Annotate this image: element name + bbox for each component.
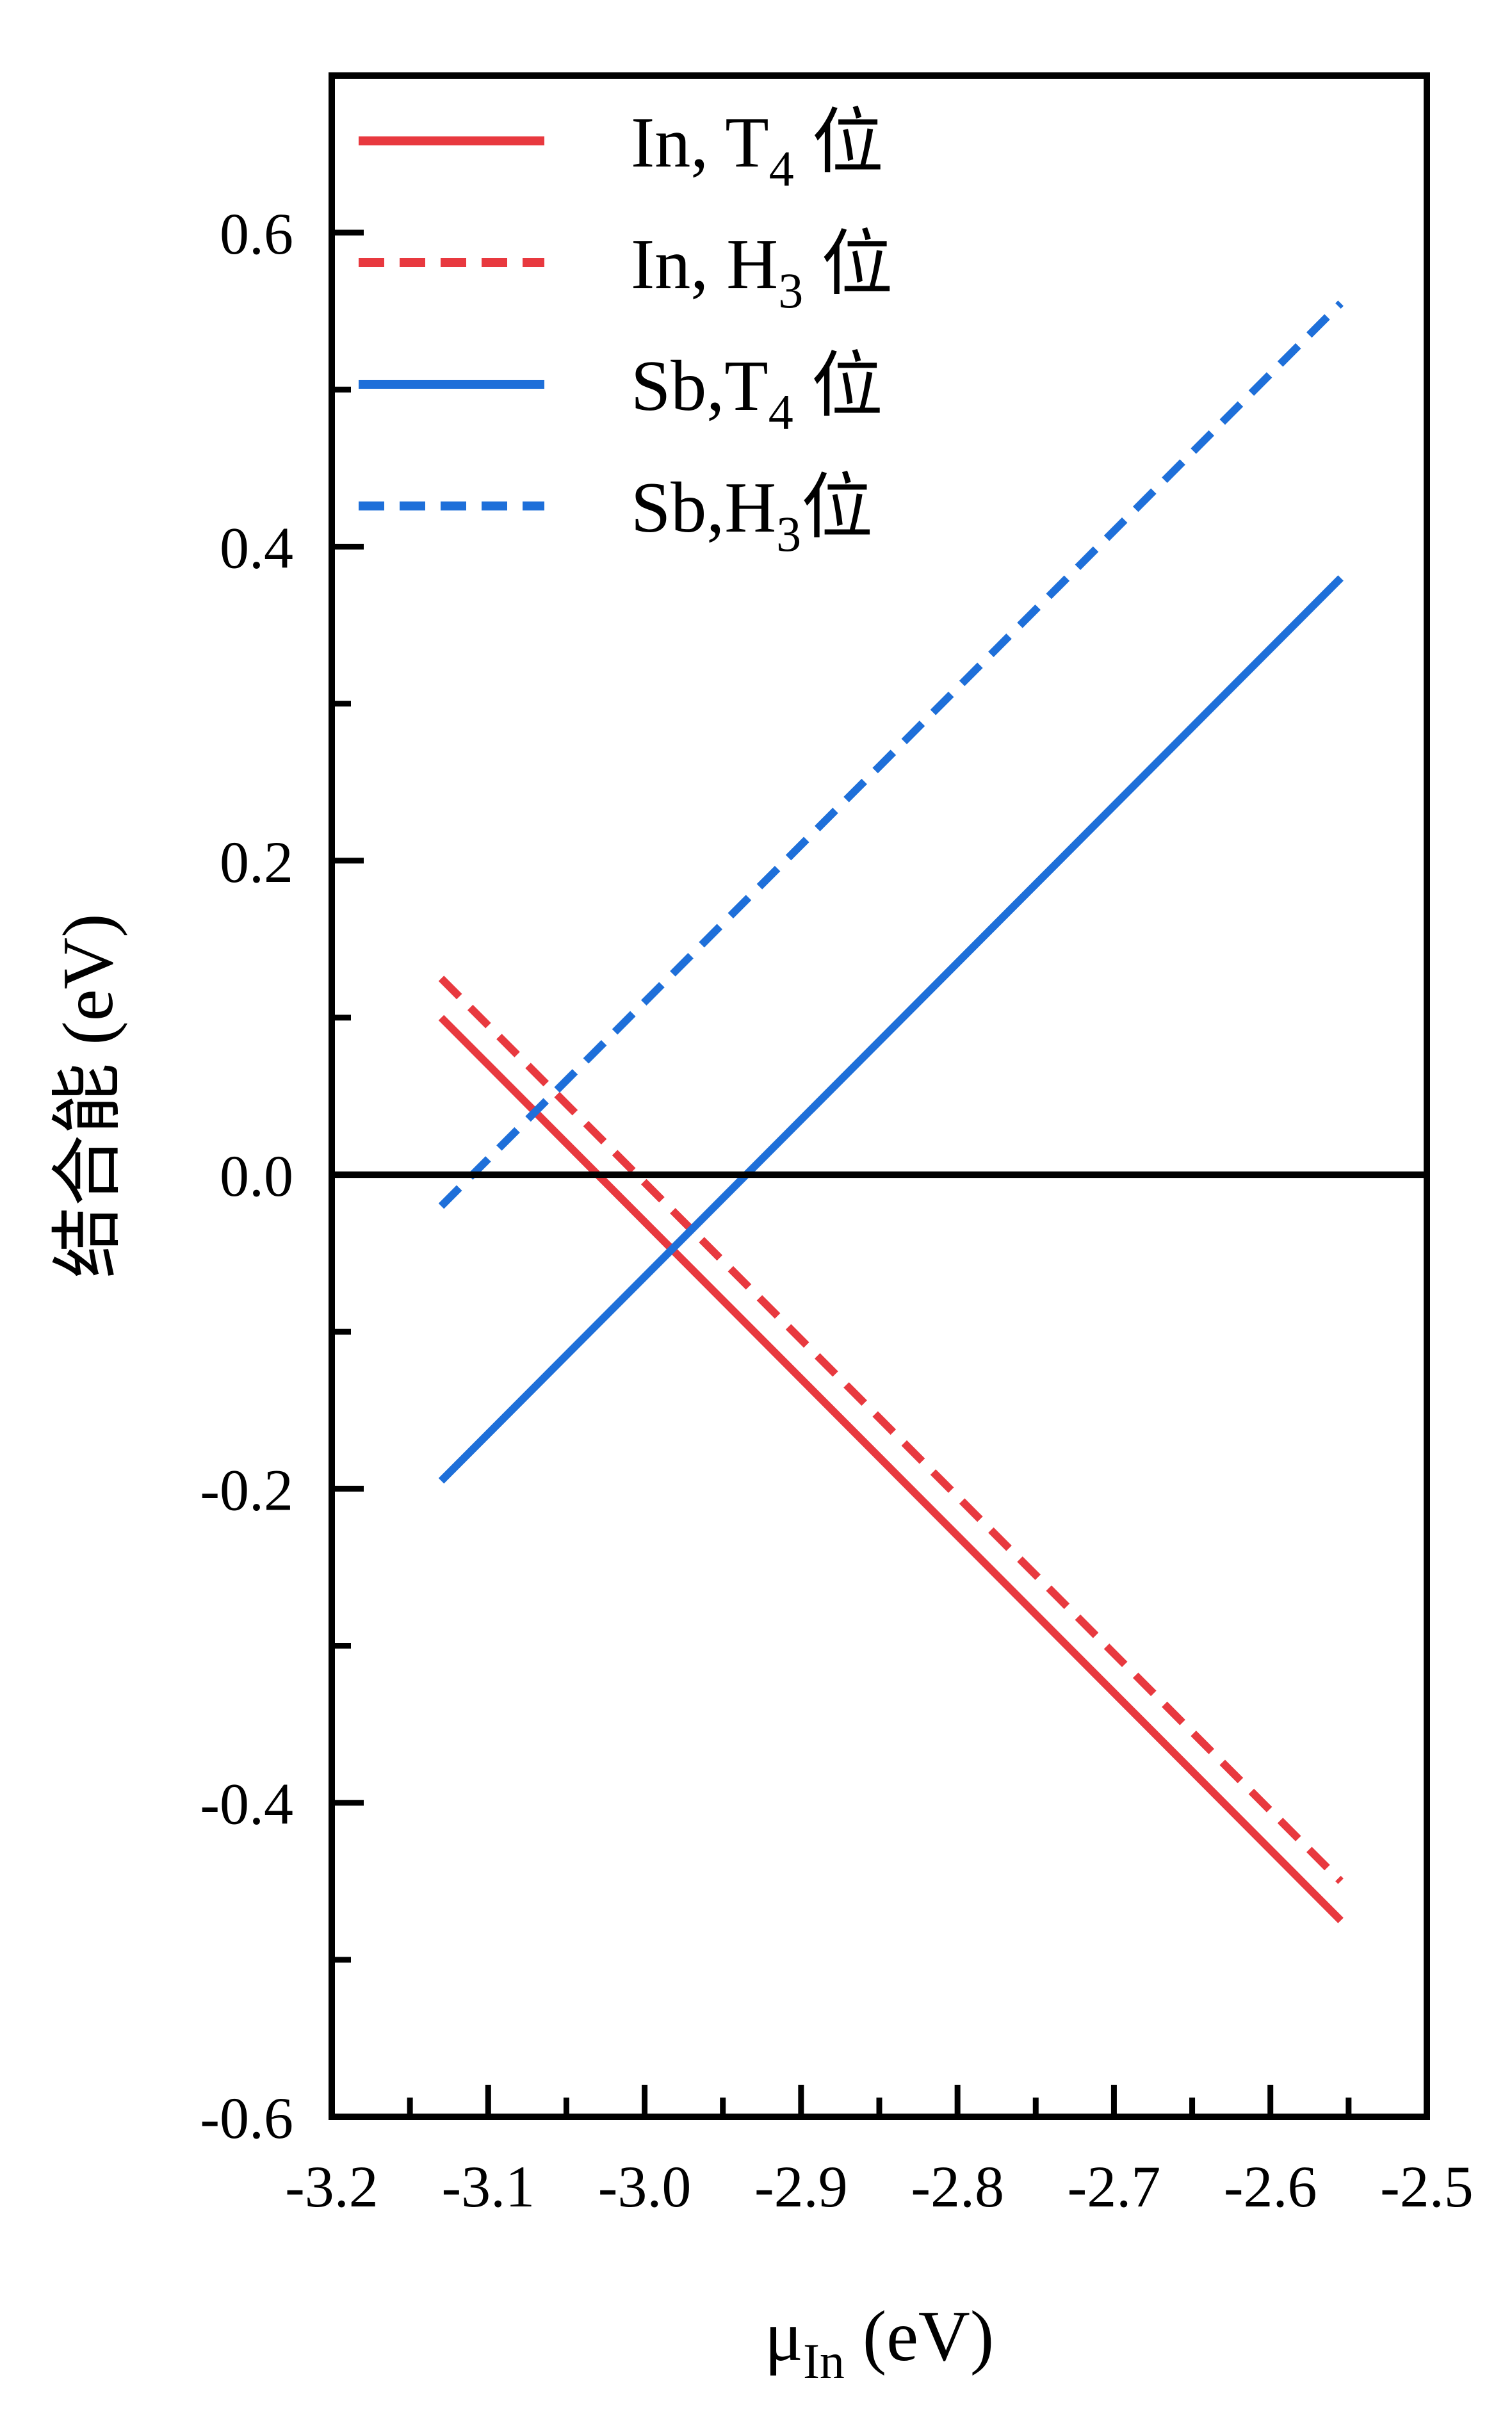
- plot-frame: [329, 72, 1430, 2120]
- x-tick-label: -3.2: [285, 2154, 378, 2219]
- x-axis-title: μIn (eV): [765, 2297, 994, 2389]
- x-axis-symbol: μ: [765, 2297, 803, 2376]
- series-line-4: [438, 300, 1344, 1209]
- x-tick-label: -2.6: [1224, 2154, 1317, 2219]
- x-tick-label: -2.9: [754, 2154, 848, 2219]
- legend-label-3: Sb,T4 位: [631, 346, 883, 440]
- x-axis-subscript: In: [803, 2333, 845, 2389]
- x-tick-label: -3.0: [598, 2154, 692, 2219]
- legend-label-2: In, H3 位: [631, 225, 893, 318]
- y-tick-label: 0.6: [220, 201, 293, 266]
- y-tick-label: -0.2: [200, 1457, 293, 1522]
- y-tick-label: 0.4: [220, 515, 293, 580]
- x-tick-label: -3.1: [441, 2154, 535, 2219]
- series-layer: [438, 300, 1344, 1923]
- y-tick-label: -0.6: [200, 2085, 293, 2151]
- x-axis-unit: (eV): [863, 2297, 994, 2376]
- y-tick-label: -0.4: [200, 1772, 293, 1837]
- y-tick-label: 0.2: [220, 829, 293, 895]
- legend: In, T4 位 In, H3 位 Sb,T4 位 Sb,H3位: [359, 103, 893, 562]
- y-axis-title: 结合能 (eV): [49, 913, 128, 1278]
- x-tick-label: -2.8: [911, 2154, 1004, 2219]
- ticks-layer: -3.2 -3.1 -3.0 -2.9 -2.8 -2.7 -2.6 -2.5 -0.6 -0.4…: [200, 201, 1473, 2219]
- legend-label-4: Sb,H3位: [631, 468, 873, 562]
- legend-label-1: In, T4 位: [631, 103, 884, 197]
- x-axis-space: [845, 2297, 863, 2376]
- y-tick-label: 0.0: [220, 1143, 293, 1209]
- x-tick-label: -2.5: [1380, 2154, 1474, 2219]
- series-line-1: [438, 1015, 1344, 1923]
- series-line-2: [438, 975, 1344, 1884]
- x-tick-label: -2.7: [1068, 2154, 1161, 2219]
- series-line-3: [438, 575, 1344, 1484]
